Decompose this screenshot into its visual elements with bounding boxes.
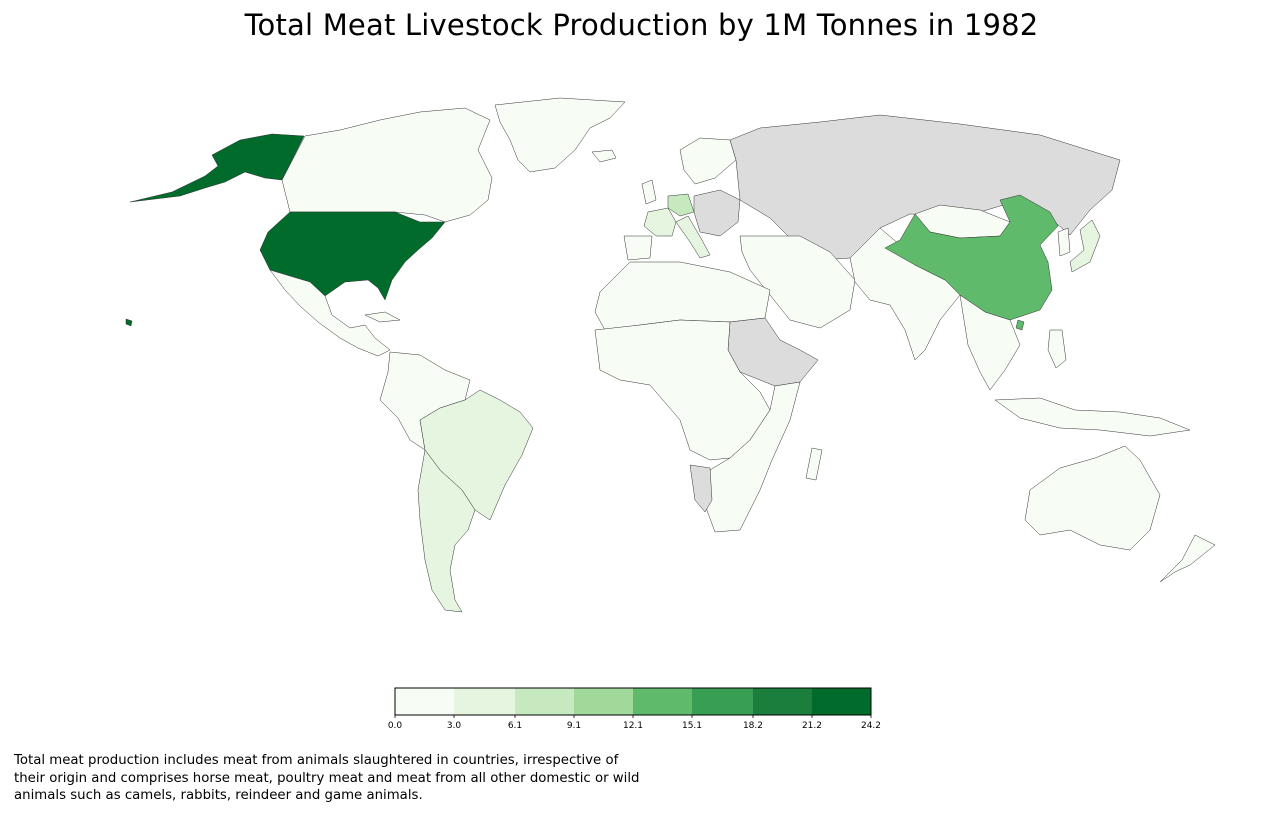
region-eastern-europe <box>693 189 741 237</box>
region-alaska <box>129 133 305 203</box>
region-southern-africa <box>704 381 801 533</box>
region-mexico <box>269 269 391 357</box>
region-indonesia <box>994 397 1191 437</box>
legend-swatch <box>395 688 455 715</box>
region-korea <box>1057 227 1071 257</box>
region-madagascar <box>805 447 823 481</box>
region-southeast-asia <box>959 294 1021 391</box>
caption-line: animals such as camels, rabbits, reindee… <box>14 788 423 803</box>
region-italy <box>675 215 711 259</box>
region-taiwan <box>1015 319 1025 331</box>
caption-line: Total meat production includes meat from… <box>14 753 619 768</box>
legend-tick-label: 24.2 <box>861 721 881 731</box>
caption: Total meat production includes meat from… <box>14 752 714 805</box>
region-australia <box>1024 445 1161 551</box>
region-uk <box>641 179 657 205</box>
region-argentina <box>417 449 476 613</box>
region-iberia <box>623 235 653 261</box>
legend-swatch <box>454 688 515 715</box>
legend-tick-label: 21.2 <box>802 721 822 731</box>
legend-swatch <box>514 688 574 715</box>
region-germany <box>667 193 695 217</box>
legend-tick-label: 0.0 <box>388 721 403 731</box>
region-namibia <box>689 464 713 513</box>
map-title: Total Meat Livestock Production by 1M To… <box>244 8 1039 42</box>
caption-line: their origin and comprises horse meat, p… <box>14 770 640 786</box>
region-cuba <box>364 311 401 323</box>
legend-tick-label: 18.2 <box>743 721 763 731</box>
legend-tick-label: 12.1 <box>623 721 643 731</box>
region-iceland <box>591 149 617 163</box>
region-greenland <box>494 97 626 173</box>
legend-swatch <box>811 688 871 715</box>
legend-tick-label: 3.0 <box>447 721 462 731</box>
legend-tick-label: 15.1 <box>682 721 702 731</box>
legend-swatch <box>573 688 633 715</box>
legend-swatch <box>633 688 693 715</box>
region-hawaii <box>125 318 133 327</box>
legend-tick-label: 9.1 <box>567 721 581 731</box>
legend-swatch <box>752 688 812 715</box>
legend-swatch <box>692 688 753 715</box>
legend-tick-label: 6.1 <box>508 721 522 731</box>
region-new-zealand <box>1159 534 1216 583</box>
region-philippines <box>1047 329 1067 369</box>
world-map <box>125 97 1216 613</box>
region-japan <box>1069 219 1101 273</box>
region-scandinavia <box>679 137 737 185</box>
region-middle-east <box>739 235 856 329</box>
